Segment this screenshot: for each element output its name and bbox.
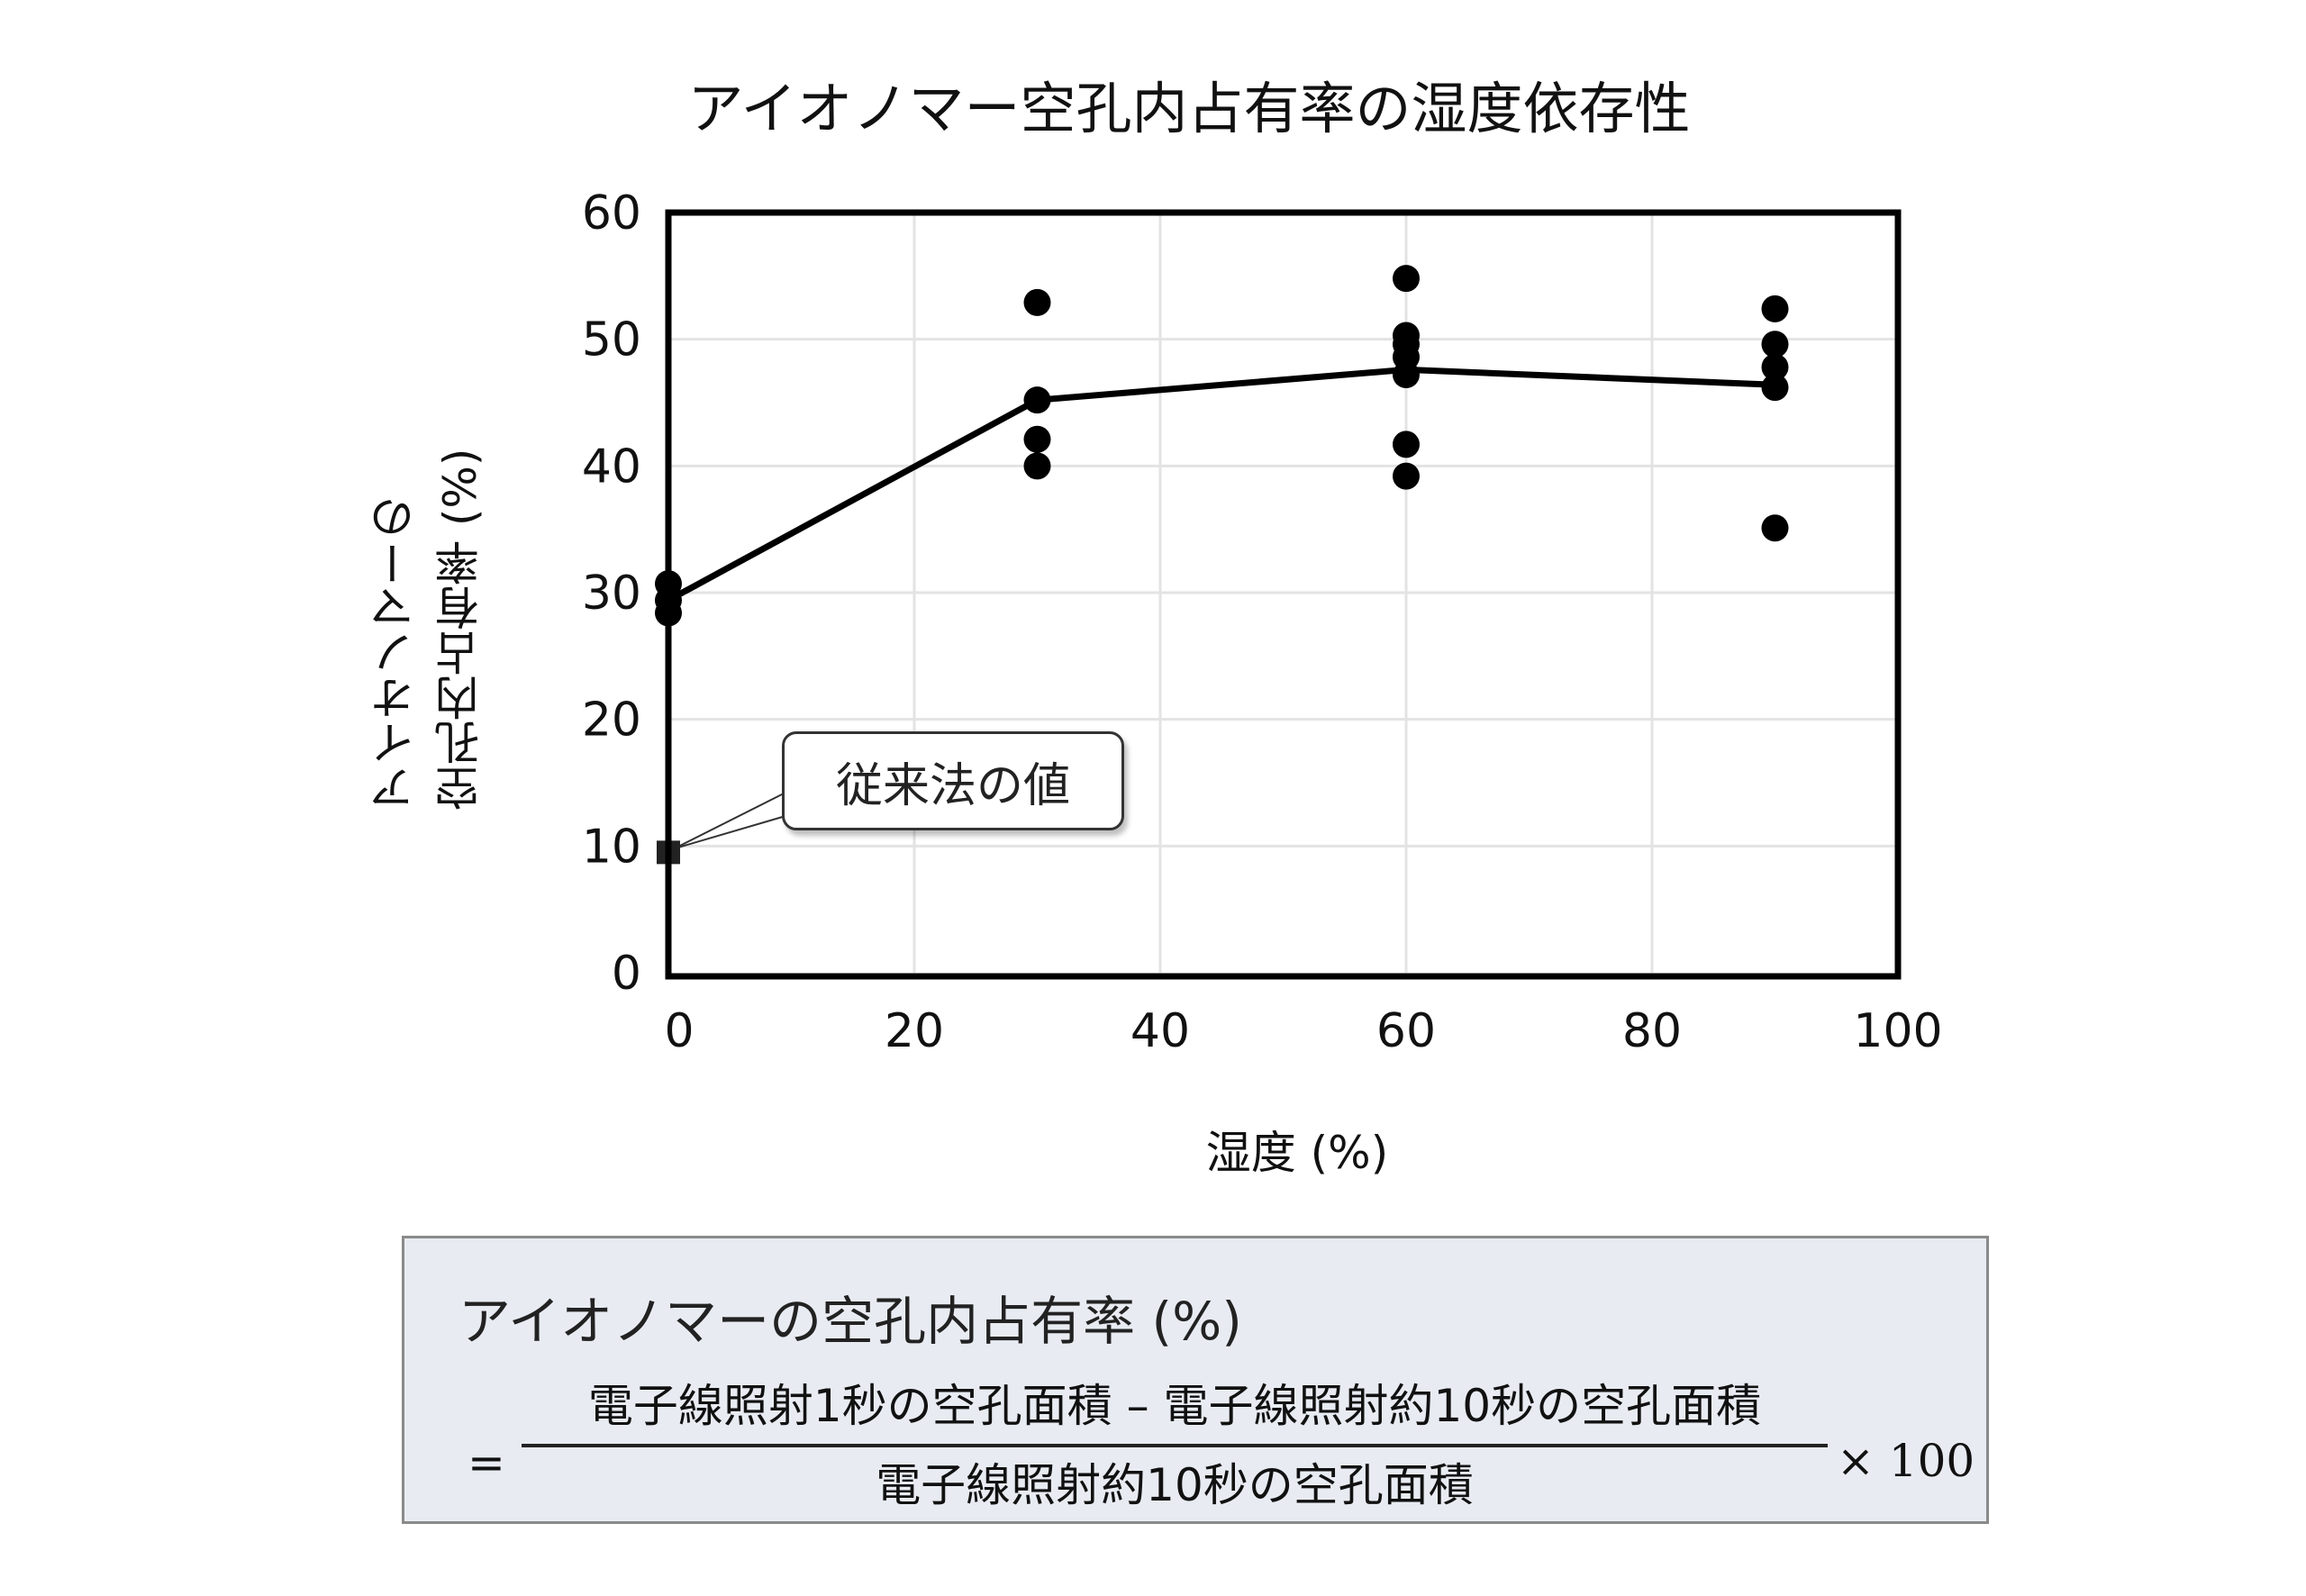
x-tick-label: 20 (885, 1004, 944, 1058)
x-tick-label: 40 (1130, 1004, 1190, 1058)
fraction: 電子線照射1秒の空孔面積 – 電子線照射約10秒の空孔面積 電子線照射約10秒の… (522, 1374, 1828, 1518)
y-tick-label: 30 (582, 567, 641, 621)
data-point (1023, 288, 1051, 316)
x-tick-label: 80 (1622, 1004, 1682, 1058)
x-tick-label: 100 (1853, 1004, 1942, 1058)
callout-tail (673, 815, 786, 850)
data-point (1393, 265, 1420, 293)
y-axis-label: アイオノマーの 空孔内占有率 (%) (351, 396, 504, 811)
x-tick-label: 0 (664, 1004, 694, 1058)
data-point (1761, 374, 1789, 402)
data-point (1023, 452, 1051, 480)
y-tick-label: 50 (582, 313, 641, 367)
multiplier: × 100 (1837, 1435, 1975, 1487)
data-point (1393, 462, 1420, 490)
data-point (1761, 295, 1789, 322)
y-axis-label-line1: アイオノマーの (369, 495, 422, 811)
mean-line (667, 366, 1775, 603)
chart-title: アイオノマー空孔内占有率の湿度依存性 (687, 76, 1691, 141)
formula-box: アイオノマーの空孔内占有率 (%) = 電子線照射1秒の空孔面積 – 電子線照射… (402, 1236, 1989, 1524)
equals-sign: = (468, 1437, 505, 1489)
denominator: 電子線照射約10秒の空孔面積 (876, 1459, 1474, 1511)
plot-frame (665, 209, 1902, 980)
callout-tail (673, 792, 786, 850)
grid-lines (668, 213, 1898, 973)
y-tick-label: 40 (582, 440, 641, 494)
y-tick-label: 20 (582, 694, 641, 748)
callout-conventional-value: 従来法の値 (782, 731, 1124, 830)
data-point (1393, 361, 1420, 389)
data-point (1393, 431, 1420, 458)
fraction-bar (522, 1444, 1828, 1447)
y-axis-label-line2: 空孔内占有率 (%) (434, 448, 486, 811)
y-tick-label: 60 (582, 186, 641, 240)
data-point (1761, 353, 1789, 381)
y-tick-label: 10 (582, 820, 641, 874)
data-point (1023, 425, 1051, 453)
x-axis-label: 湿度 (%) (1205, 1127, 1389, 1179)
data-point (1761, 331, 1789, 358)
x-tick-label: 60 (1376, 1004, 1436, 1058)
axis-ticks: 0 20 40 60 80 100 0 10 20 30 40 50 60 (582, 186, 1943, 1058)
y-tick-label: 0 (612, 947, 641, 1001)
data-point (1761, 514, 1789, 542)
data-point (1023, 386, 1051, 414)
formula-title: アイオノマーの空孔内占有率 (%) (458, 1291, 1242, 1352)
numerator: 電子線照射1秒の空孔面積 – 電子線照射約10秒の空孔面積 (587, 1380, 1762, 1432)
